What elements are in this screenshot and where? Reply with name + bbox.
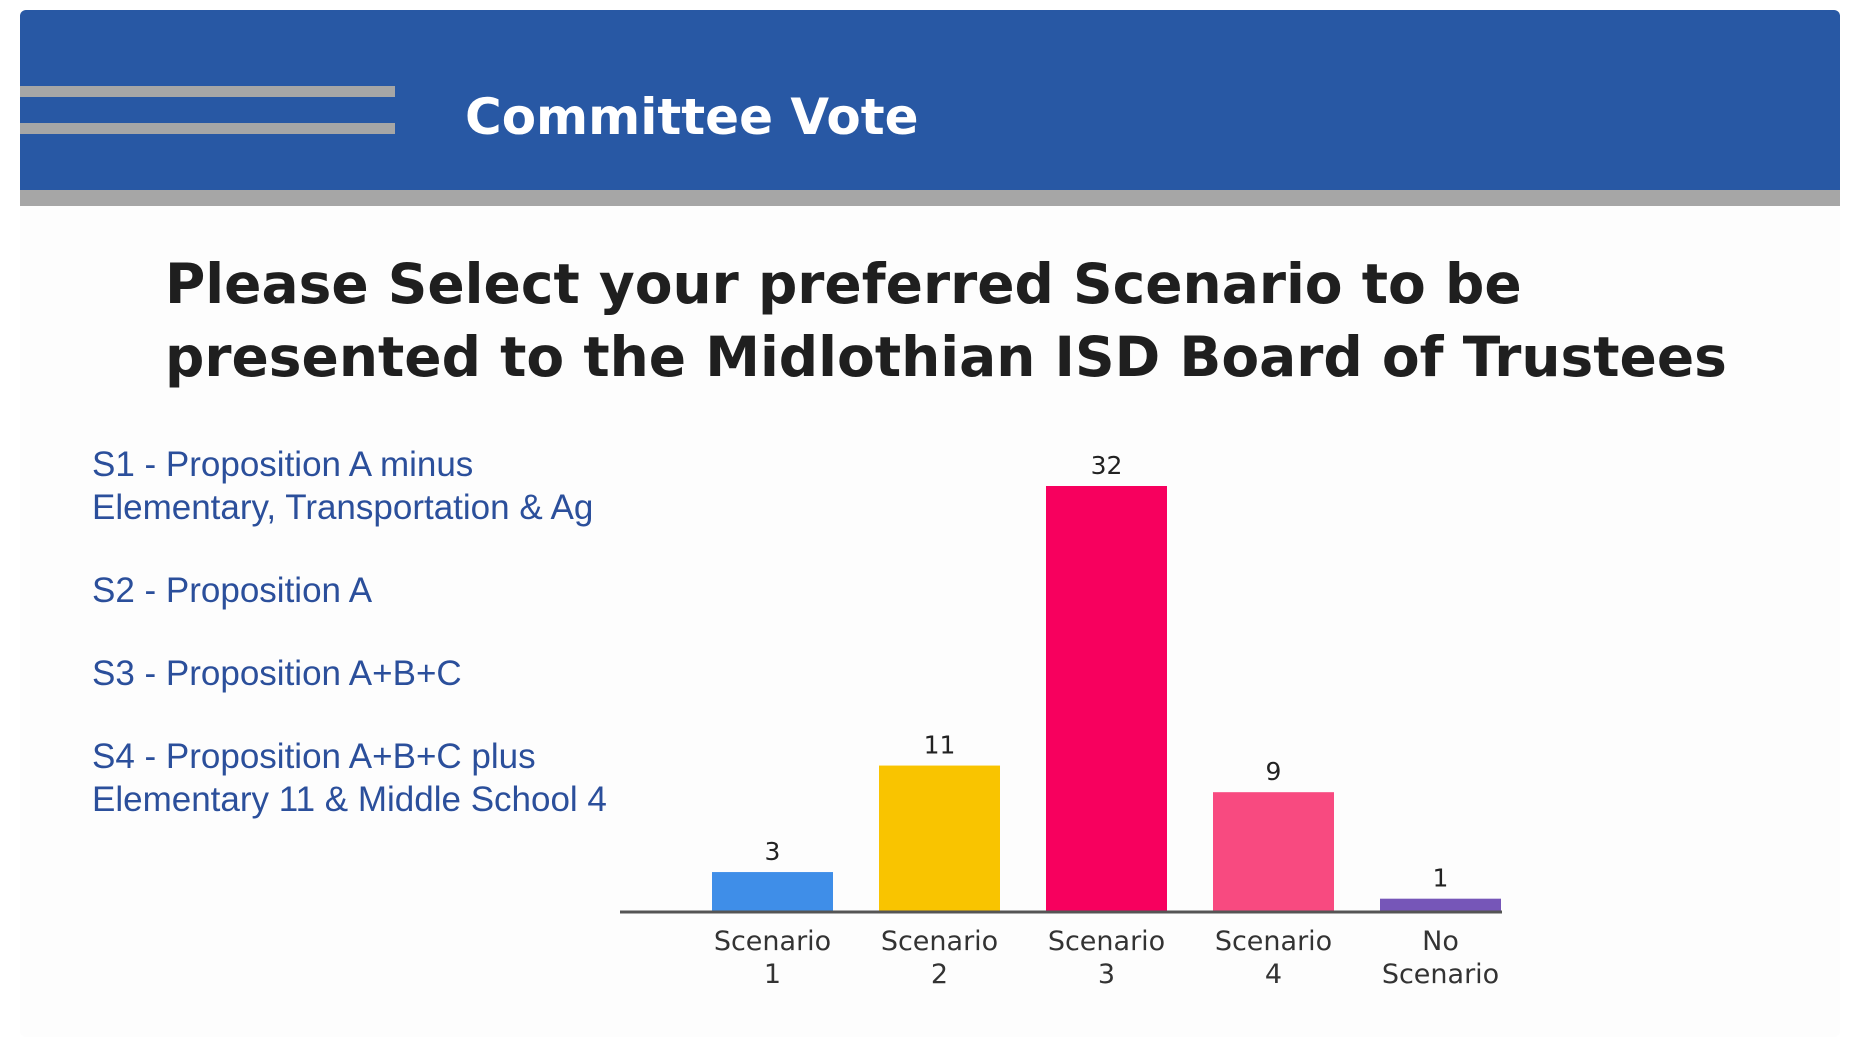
category-label-3: Scenario 3 (1048, 926, 1165, 990)
bar-5 (1380, 898, 1501, 912)
value-label-2: 11 (924, 731, 956, 760)
slide: Committee Vote Please Select your prefer… (20, 10, 1840, 1037)
vote-bar-chart: 3 Scenario 1 11 Scenario 2 32 Scenario 3 9 Scenari… (620, 451, 1502, 990)
bar-3 (1046, 486, 1167, 912)
header-bar: Committee Vote (20, 10, 1840, 190)
bar-2 (879, 765, 1000, 912)
question-text: Please Select your preferred Scenario to… (165, 252, 1727, 389)
slide-title: Committee Vote (465, 88, 919, 146)
bar-1 (712, 872, 833, 912)
value-label-3: 32 (1091, 451, 1123, 480)
category-label-2: Scenario 2 (881, 926, 998, 990)
scenario-legend: S1 - Proposition A minus Elementary, Tra… (92, 443, 652, 861)
value-label-5: 1 (1433, 864, 1449, 893)
category-label-4: Scenario 4 (1215, 926, 1332, 990)
header-decor-line (20, 123, 395, 134)
legend-item-s4: S4 - Proposition A+B+C plus Elementary 1… (92, 737, 607, 819)
header-decor-line (20, 86, 395, 97)
legend-item-s1: S1 - Proposition A minus Elementary, Tra… (92, 445, 594, 527)
header-divider (20, 190, 1840, 206)
legend-item-s2: S2 - Proposition A (92, 571, 373, 610)
bar-4 (1213, 792, 1334, 912)
value-label-4: 9 (1266, 757, 1282, 786)
value-label-1: 3 (765, 837, 781, 866)
category-label-1: Scenario 1 (714, 926, 831, 990)
category-label-5: No Scenario (1382, 926, 1499, 990)
legend-item-s3: S3 - Proposition A+B+C (92, 654, 462, 693)
